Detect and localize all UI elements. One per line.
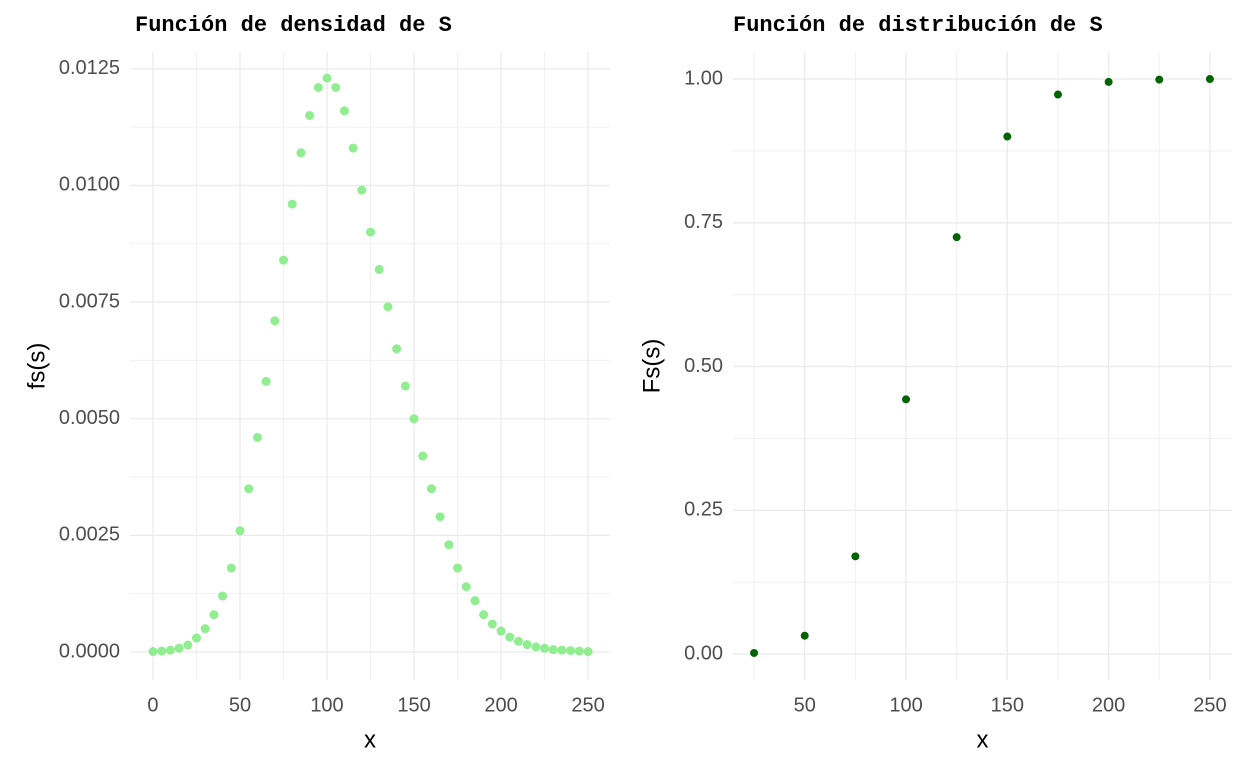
point <box>1155 75 1164 84</box>
point <box>322 73 332 83</box>
x-tick-label: 200 <box>484 694 517 716</box>
point <box>331 82 341 92</box>
x-tick-label: 100 <box>310 694 343 716</box>
x-axis-title: x <box>977 726 989 753</box>
point <box>435 512 445 522</box>
point <box>461 582 471 592</box>
point <box>902 395 911 404</box>
point <box>183 640 193 650</box>
point <box>548 645 558 655</box>
y-tick-label: 0.00 <box>684 642 723 664</box>
point <box>557 645 567 655</box>
point <box>851 552 860 561</box>
y-axis-title: fs(s) <box>23 343 50 390</box>
x-tick-label: 150 <box>991 694 1024 716</box>
point <box>444 540 454 550</box>
point <box>174 643 184 653</box>
point <box>200 624 210 634</box>
point <box>531 642 541 652</box>
point <box>479 610 489 620</box>
y-tick-label: 1.00 <box>684 67 723 89</box>
point <box>366 227 376 237</box>
point <box>148 647 158 657</box>
point <box>1205 75 1214 84</box>
point <box>583 647 593 657</box>
point <box>305 110 315 120</box>
x-tick-label: 150 <box>397 694 430 716</box>
point <box>374 264 384 274</box>
chart-title: Función de distribución de S <box>733 13 1103 38</box>
point <box>209 610 219 620</box>
point <box>418 451 428 461</box>
x-tick-label: 100 <box>889 694 922 716</box>
point <box>800 631 809 640</box>
point <box>505 632 515 642</box>
point <box>296 148 306 158</box>
y-tick-label: 0.50 <box>684 355 723 377</box>
point <box>287 199 297 209</box>
point <box>392 344 402 354</box>
point <box>574 646 584 656</box>
y-tick-label: 0.0025 <box>59 524 120 546</box>
point <box>279 255 289 265</box>
y-tick-label: 0.0125 <box>59 57 120 79</box>
point <box>383 302 393 312</box>
point <box>513 636 523 646</box>
point <box>1104 77 1113 86</box>
x-tick-label: 50 <box>229 694 251 716</box>
y-tick-label: 0.0000 <box>59 640 120 662</box>
point <box>157 646 167 656</box>
point <box>235 526 245 536</box>
point <box>540 643 550 653</box>
point <box>566 646 576 656</box>
y-tick-label: 0.25 <box>684 499 723 521</box>
y-tick-label: 0.0100 <box>59 174 120 196</box>
point <box>191 633 201 643</box>
y-tick-label: 0.0050 <box>59 407 120 429</box>
point <box>244 484 254 494</box>
x-axis-title: x <box>364 726 376 753</box>
x-tick-label: 0 <box>147 694 158 716</box>
point <box>1003 132 1012 141</box>
y-tick-label: 0.0075 <box>59 290 120 312</box>
point <box>487 619 497 629</box>
point <box>952 233 961 242</box>
point <box>453 563 463 573</box>
point <box>496 626 506 636</box>
x-tick-label: 250 <box>571 694 604 716</box>
point <box>218 591 228 601</box>
x-tick-label: 50 <box>794 694 816 716</box>
point <box>261 376 271 386</box>
x-tick-label: 200 <box>1092 694 1125 716</box>
point <box>252 432 262 442</box>
point <box>400 381 410 391</box>
y-tick-label: 0.75 <box>684 211 723 233</box>
point <box>409 414 419 424</box>
point <box>339 106 349 116</box>
point <box>522 640 532 650</box>
point <box>226 563 236 573</box>
point <box>1053 90 1062 99</box>
point <box>348 143 358 153</box>
point <box>313 82 323 92</box>
point <box>165 645 175 655</box>
point <box>470 596 480 606</box>
point <box>426 484 436 494</box>
y-axis-title: Fs(s) <box>638 339 665 394</box>
point <box>750 648 759 657</box>
chart-title: Función de densidad de S <box>135 13 452 38</box>
x-tick-label: 250 <box>1193 694 1226 716</box>
point <box>357 185 367 195</box>
point <box>270 316 280 326</box>
